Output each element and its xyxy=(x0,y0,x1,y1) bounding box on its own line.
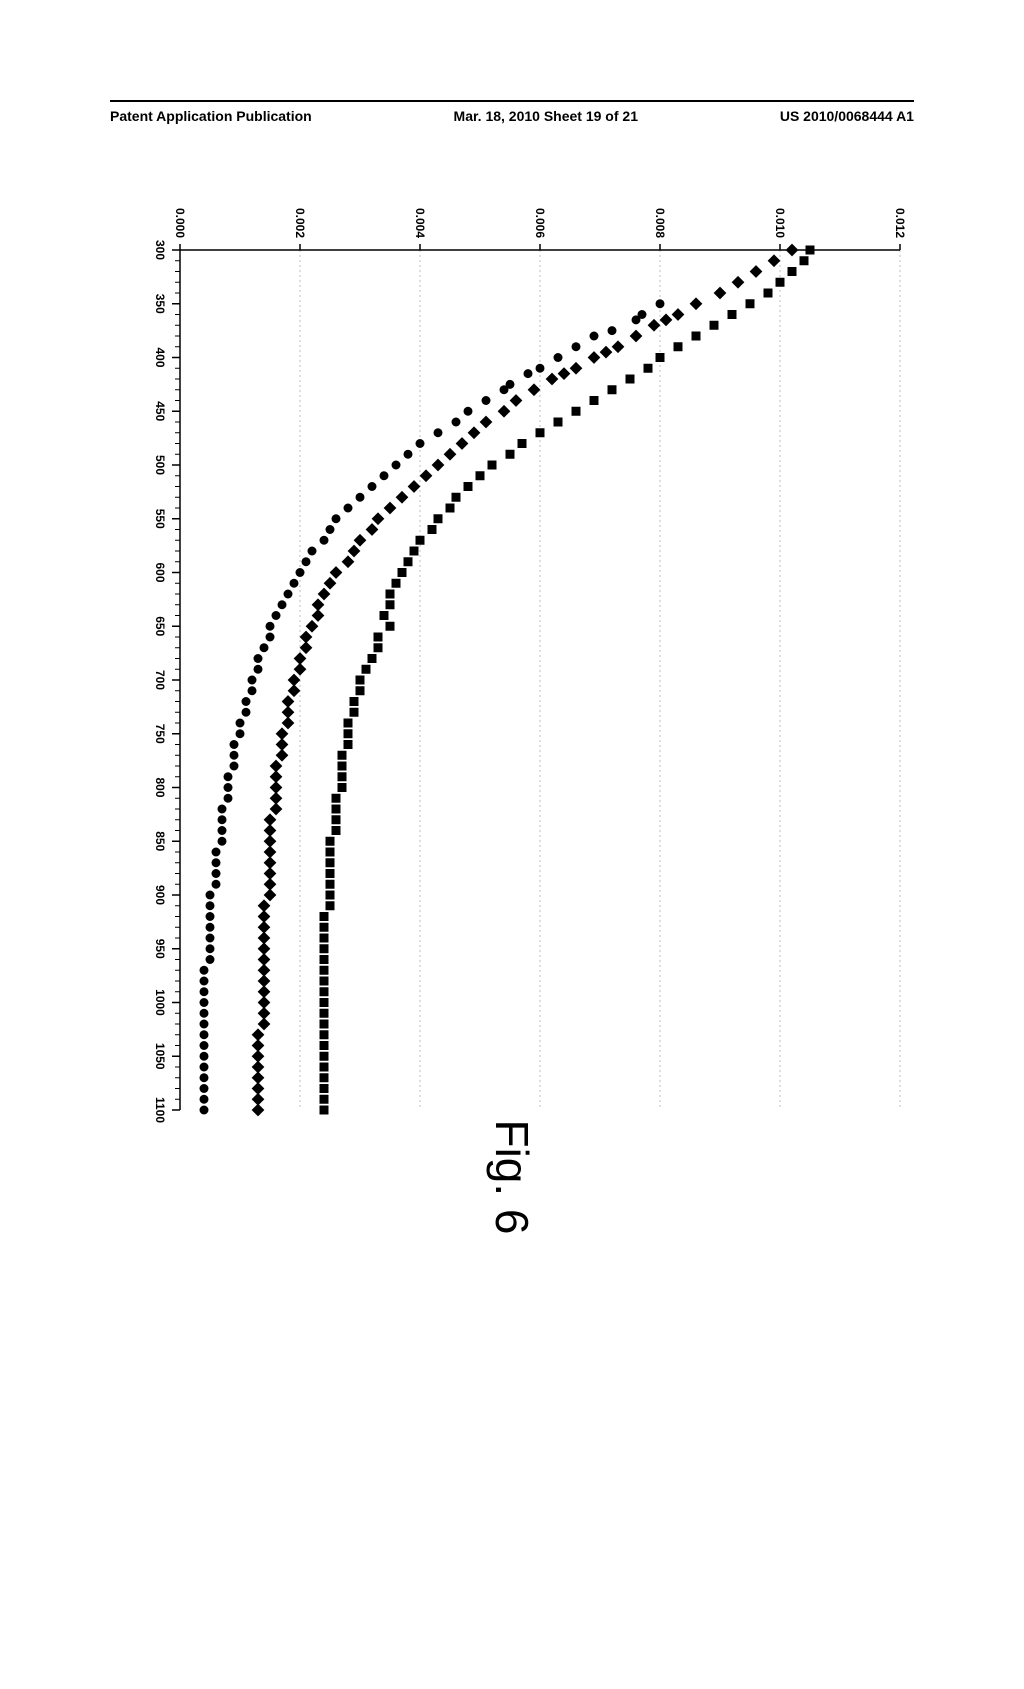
svg-text:800: 800 xyxy=(153,777,167,797)
svg-text:300: 300 xyxy=(153,240,167,260)
header-center: Mar. 18, 2010 Sheet 19 of 21 xyxy=(454,108,638,124)
svg-text:1050: 1050 xyxy=(153,1043,167,1070)
svg-text:650: 650 xyxy=(153,616,167,636)
svg-text:400: 400 xyxy=(153,347,167,367)
page-header: Patent Application Publication Mar. 18, … xyxy=(110,100,914,124)
svg-text:900: 900 xyxy=(153,885,167,905)
svg-text:1100: 1100 xyxy=(153,1097,167,1123)
svg-text:500: 500 xyxy=(153,455,167,475)
svg-text:0.008: 0.008 xyxy=(653,208,667,238)
svg-text:1000: 1000 xyxy=(153,989,167,1016)
svg-text:750: 750 xyxy=(153,724,167,744)
svg-text:950: 950 xyxy=(153,939,167,959)
svg-text:450: 450 xyxy=(153,401,167,421)
svg-text:0.012: 0.012 xyxy=(893,208,907,238)
svg-text:0.002: 0.002 xyxy=(293,208,307,238)
svg-text:700: 700 xyxy=(153,670,167,690)
svg-text:0.010: 0.010 xyxy=(773,208,787,238)
svg-text:0.006: 0.006 xyxy=(533,208,547,238)
svg-text:0.004: 0.004 xyxy=(413,208,427,238)
header-right: US 2010/0068444 A1 xyxy=(780,108,914,124)
svg-text:850: 850 xyxy=(153,831,167,851)
header-left: Patent Application Publication xyxy=(110,108,312,124)
figure-label: Fig. 6 xyxy=(485,665,539,1689)
svg-text:600: 600 xyxy=(153,562,167,582)
svg-text:0.000: 0.000 xyxy=(173,208,187,238)
svg-text:350: 350 xyxy=(153,294,167,314)
svg-text:550: 550 xyxy=(153,509,167,529)
